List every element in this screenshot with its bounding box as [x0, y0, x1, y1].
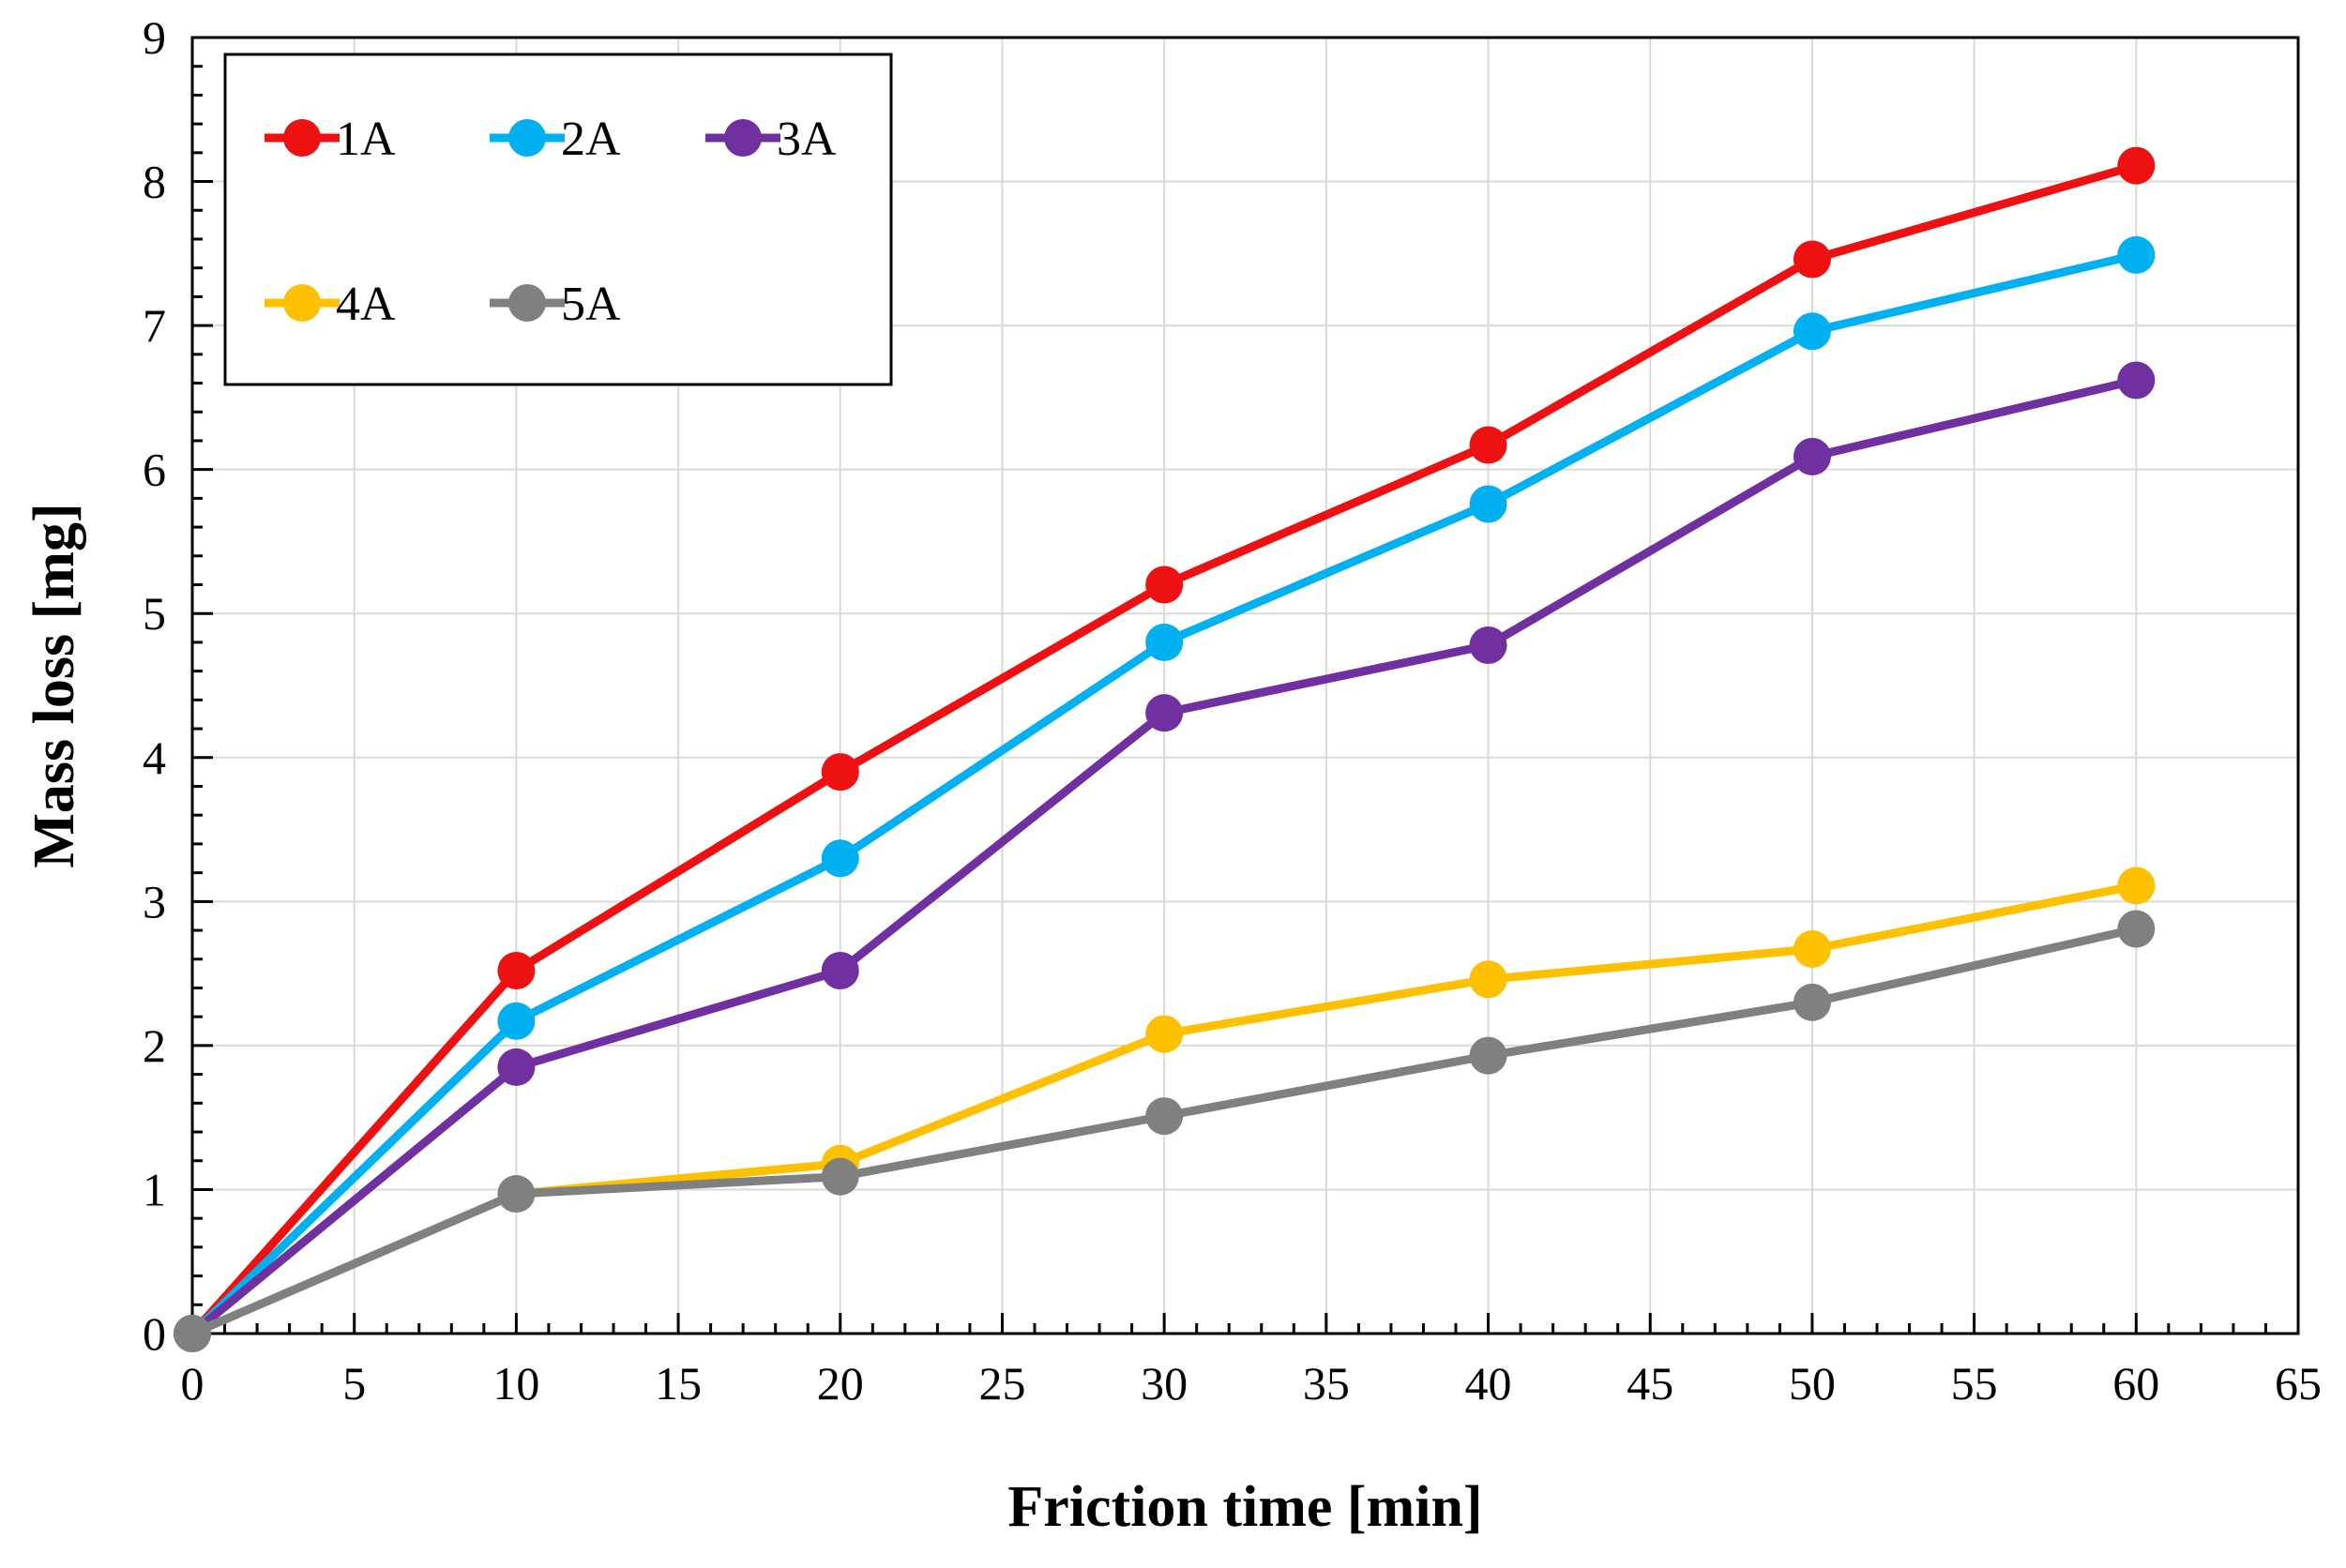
legend-item-2A: 2A: [490, 113, 621, 166]
data-point: [2117, 910, 2156, 948]
x-tick-label: 30: [1141, 1357, 1188, 1410]
y-tick-label: 8: [143, 156, 166, 208]
data-point: [1145, 1097, 1184, 1136]
data-point: [821, 952, 859, 990]
x-tick-label: 35: [1303, 1357, 1350, 1410]
data-point: [1145, 565, 1184, 604]
legend-box: [223, 53, 893, 386]
x-tick-label: 40: [1465, 1357, 1512, 1410]
x-tick-label: 50: [1789, 1357, 1836, 1410]
legend-label: 3A: [777, 113, 837, 166]
x-tick-label: 20: [817, 1357, 864, 1410]
data-point: [2117, 867, 2156, 905]
data-point: [821, 1157, 859, 1196]
data-point: [821, 753, 859, 792]
x-tick-label: 0: [181, 1357, 204, 1410]
series-layer: [174, 146, 2156, 1352]
data-point: [1469, 485, 1507, 523]
x-tick-label: 25: [978, 1357, 1025, 1410]
data-point: [497, 1002, 536, 1040]
legend-item-5A: 5A: [490, 278, 621, 331]
plot-area: [190, 36, 2300, 1335]
data-point: [1793, 240, 1831, 279]
x-axis-title: Friction time [min]: [1007, 1475, 1482, 1539]
axis-ticks: [190, 36, 2300, 1335]
legend: 1A 2A 3A 4A 5A: [223, 53, 893, 386]
y-tick-label: 4: [143, 731, 166, 784]
data-point: [1793, 983, 1831, 1021]
legend-label: 5A: [561, 278, 621, 331]
legend-item-3A: 3A: [705, 113, 837, 166]
data-point: [1145, 694, 1184, 732]
x-tick-label: 65: [2275, 1357, 2322, 1410]
y-tick-label: 5: [143, 587, 166, 640]
legend-item-4A: 4A: [265, 278, 396, 331]
data-point: [1469, 626, 1507, 665]
legend-item-1A: 1A: [265, 113, 396, 166]
series-5A: [174, 910, 2156, 1352]
y-tick-label: 7: [143, 299, 166, 352]
data-point: [1145, 1015, 1184, 1053]
legend-swatch-marker: [724, 119, 762, 157]
data-point: [497, 1175, 536, 1214]
legend-label: 1A: [336, 113, 396, 166]
data-point: [1145, 623, 1184, 661]
x-tick-label: 15: [655, 1357, 702, 1410]
y-tick-label: 2: [143, 1019, 166, 1072]
data-point: [1793, 437, 1831, 475]
data-point: [497, 1048, 536, 1086]
legend-swatch-marker: [283, 284, 321, 322]
data-point: [1469, 960, 1507, 999]
data-point: [1469, 426, 1507, 464]
data-point: [2117, 235, 2156, 274]
series-1A: [174, 146, 2156, 1352]
x-tick-label: 10: [492, 1357, 539, 1410]
data-point: [1793, 930, 1831, 969]
y-tick-label: 0: [143, 1307, 166, 1360]
y-tick-label: 9: [143, 11, 166, 64]
x-tick-label: 60: [2112, 1357, 2159, 1410]
data-point: [497, 952, 536, 990]
legend-label: 4A: [336, 278, 396, 331]
y-tick-label: 6: [143, 444, 166, 496]
legend-label: 2A: [561, 113, 621, 166]
data-point: [2117, 361, 2156, 400]
legend-swatch-marker: [283, 119, 321, 157]
y-tick-label: 3: [143, 875, 166, 927]
y-axis-title: Mass loss [mg]: [23, 503, 86, 867]
data-point: [2117, 146, 2156, 185]
data-point: [821, 839, 859, 878]
x-tick-label: 5: [342, 1357, 366, 1410]
y-tick-label: 1: [143, 1163, 166, 1215]
data-point: [1793, 312, 1831, 351]
data-point: [1469, 1036, 1507, 1075]
legend-swatch-marker: [508, 284, 546, 322]
data-point: [174, 1315, 211, 1352]
x-tick-label: 55: [1951, 1357, 1998, 1410]
x-tick-label: 45: [1627, 1357, 1673, 1410]
legend-swatch-marker: [508, 119, 546, 157]
